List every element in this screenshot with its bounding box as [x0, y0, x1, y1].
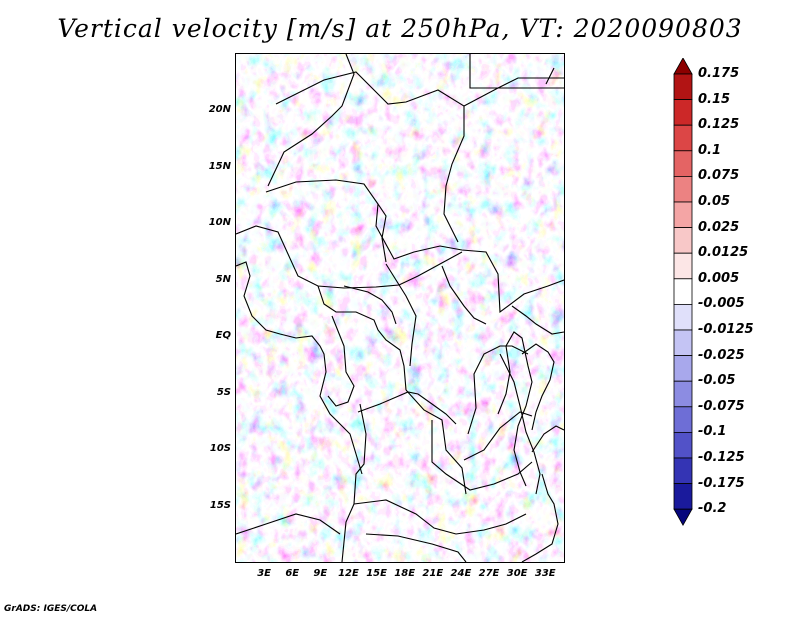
- lon-tick-label: 12E: [338, 568, 359, 579]
- coastlines: [236, 67, 559, 562]
- colorbar-label: -0.005: [698, 296, 745, 312]
- colorbar-segment: [673, 99, 693, 126]
- colorbar-label: -0.175: [698, 475, 745, 491]
- colorbar-label: 0.1: [698, 142, 722, 158]
- colorbar-segment: [673, 380, 693, 408]
- vertical-velocity-field: [236, 54, 564, 562]
- lon-tick-label: 6E: [285, 568, 300, 579]
- colorbar-segment: [673, 457, 693, 485]
- map-title: Vertical velocity [m/s] at 250hPa, VT: 2…: [57, 14, 743, 43]
- colorbar-segment: [673, 124, 693, 152]
- colorbar-label: -0.025: [698, 347, 745, 363]
- colorbar-label: 0.075: [698, 168, 740, 184]
- colorbar-segment: [673, 431, 693, 459]
- colorbar-segment: [673, 252, 693, 280]
- political-boundaries: [236, 54, 564, 562]
- lon-tick-label: 18E: [394, 568, 416, 579]
- colorbar-segment: [673, 483, 693, 510]
- lat-tick-label: 15S: [209, 499, 231, 511]
- lon-tick-label: 24E: [450, 568, 472, 579]
- lon-tick-label: 9E: [313, 568, 328, 579]
- lat-tick-label: 15N: [208, 160, 231, 172]
- grads-credit: GrADS: IGES/COLA: [4, 604, 98, 614]
- colorbar-segment: [673, 329, 693, 357]
- colorbar-segment: [673, 406, 693, 433]
- colorbar-segment: [673, 176, 693, 203]
- colorbar-label: 0.175: [698, 66, 740, 81]
- colorbar-label: -0.0125: [698, 322, 754, 337]
- colorbar-label: -0.2: [698, 501, 727, 517]
- colorbar-label: 0.05: [698, 194, 731, 209]
- lon-tick-label: 21E: [422, 568, 444, 579]
- lat-tick-label: 20N: [208, 104, 231, 116]
- lat-tick-label: 10S: [209, 443, 231, 455]
- colorbar-segment: [673, 355, 693, 382]
- map-plot-area: [236, 54, 564, 562]
- colorbar-segment: [673, 227, 693, 254]
- lat-tick-label: EQ: [215, 330, 231, 342]
- colorbar-label: 0.125: [698, 117, 740, 133]
- colorbar-segment: [673, 303, 693, 331]
- colorbar-max-arrow: [673, 58, 693, 75]
- colorbar-min-arrow: [673, 508, 693, 527]
- colorbar-label: 0.025: [698, 219, 740, 235]
- colorbar-label: -0.05: [698, 373, 736, 389]
- colorbar-segment: [673, 278, 693, 305]
- lat-tick-label: 5S: [216, 386, 231, 398]
- lat-tick-label: 5N: [215, 273, 231, 285]
- lon-tick-label: 27E: [478, 568, 500, 579]
- lon-tick-label: 3E: [257, 568, 271, 579]
- lon-tick-label: 33E: [534, 568, 556, 579]
- lon-tick-label: 15E: [366, 568, 387, 579]
- colorbar-segment: [673, 73, 693, 101]
- colorbar-label: 0.005: [698, 270, 740, 286]
- colorbar-label: -0.1: [698, 424, 727, 440]
- colorbar-label: 0.0125: [698, 245, 749, 261]
- colorbar-label: -0.125: [698, 450, 745, 465]
- colorbar-label: 0.15: [698, 91, 731, 107]
- colorbar-segment: [673, 201, 693, 229]
- lat-tick-label: 10N: [208, 217, 231, 229]
- colorbar-label: -0.075: [698, 398, 745, 414]
- lon-tick-label: 30E: [506, 568, 528, 579]
- colorbar: [673, 58, 693, 527]
- colorbar-segment: [673, 150, 693, 177]
